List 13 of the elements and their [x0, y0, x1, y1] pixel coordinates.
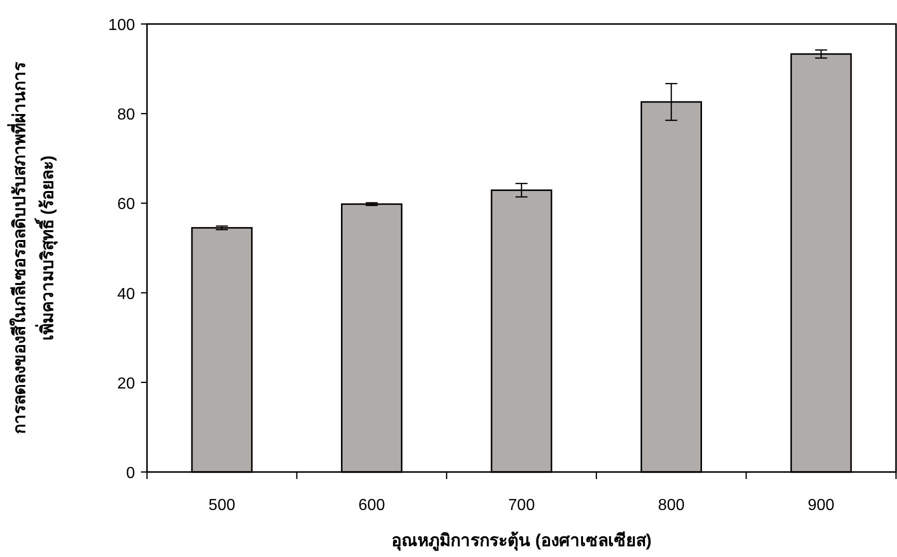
y-tick-label: 20	[117, 375, 136, 392]
y-axis-title: การลดลงของสีในกลีเซอรอลดิบปรับสภาพที่ผ่านการ เพิ่มความบริสุทธิ์ (ร้อยละ)	[7, 61, 58, 434]
y-tick-label: 100	[108, 17, 136, 34]
y-tick-label: 60	[117, 196, 136, 214]
y-tick-label: 40	[117, 286, 136, 303]
x-tick-label: 600	[358, 497, 386, 514]
x-tick-label: 800	[658, 497, 685, 514]
x-tick-label: 900	[808, 497, 835, 514]
y-tick-label: 80	[117, 106, 136, 124]
x-tick-label: 500	[208, 497, 236, 514]
x-tick-label: 700	[508, 497, 535, 514]
x-axis-title: อุณหภูมิการกระตุ้น (องศาเซลเซียส)	[391, 530, 652, 552]
y-tick-label: 0	[126, 465, 136, 482]
